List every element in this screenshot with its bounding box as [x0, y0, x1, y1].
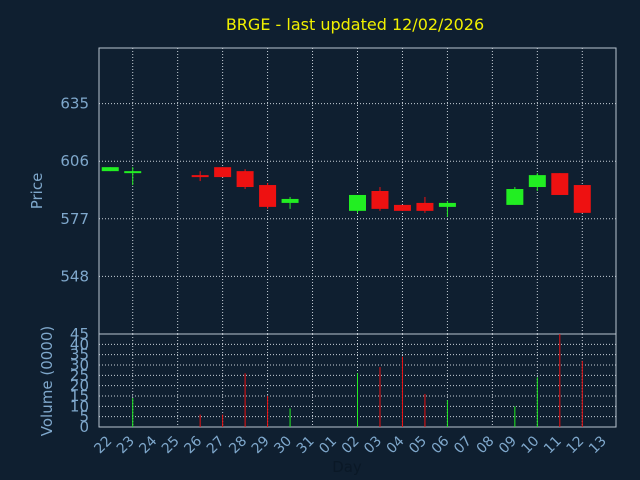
candle-body [438, 202, 456, 207]
volume-tick-label: 5 [79, 408, 89, 426]
candle-body [416, 202, 434, 211]
volume-tick-label: 10 [70, 397, 89, 415]
price-tick-label: 606 [60, 152, 89, 170]
price-tick-label: 635 [60, 95, 89, 113]
candle-body [349, 194, 366, 211]
volume-tick-label: 35 [70, 346, 89, 364]
candle-body [528, 175, 546, 188]
volume-tick-label: 45 [70, 325, 89, 343]
volume-tick-label: 15 [70, 387, 89, 405]
price-grid [99, 48, 616, 334]
candle-body [191, 175, 209, 178]
candle-body [573, 185, 591, 213]
price-tick-label: 577 [60, 210, 89, 228]
candle-body [101, 167, 119, 172]
candle-body [214, 167, 232, 178]
candle-body [124, 171, 142, 174]
volume-tick-label: 20 [70, 377, 89, 395]
price-tick-label: 548 [60, 267, 89, 285]
candle-body [236, 171, 254, 188]
candle-body [281, 198, 299, 203]
volume-tick-label: 30 [70, 356, 89, 374]
x-axis: 2223242526272829303101020304050607080910… [91, 433, 609, 457]
candle-body [506, 189, 524, 205]
chart-title: BRGE - last updated 12/02/2026 [226, 15, 484, 34]
volume-tick-label: 25 [70, 366, 89, 384]
candles [101, 167, 591, 217]
volume-tick-label: 40 [70, 335, 89, 353]
price-y-axis: 548 577 606 635 [60, 95, 89, 286]
candle-body [259, 185, 277, 207]
x-axis-label: Day [332, 458, 362, 476]
volume-bars [132, 334, 583, 427]
volume-axis-label: Volume (0000) [38, 326, 56, 436]
volume-tick-label: 0 [79, 418, 89, 436]
candle-body [393, 204, 411, 211]
candle-body [371, 191, 389, 209]
candle-body [551, 173, 569, 195]
price-axis-label: Price [28, 173, 46, 210]
